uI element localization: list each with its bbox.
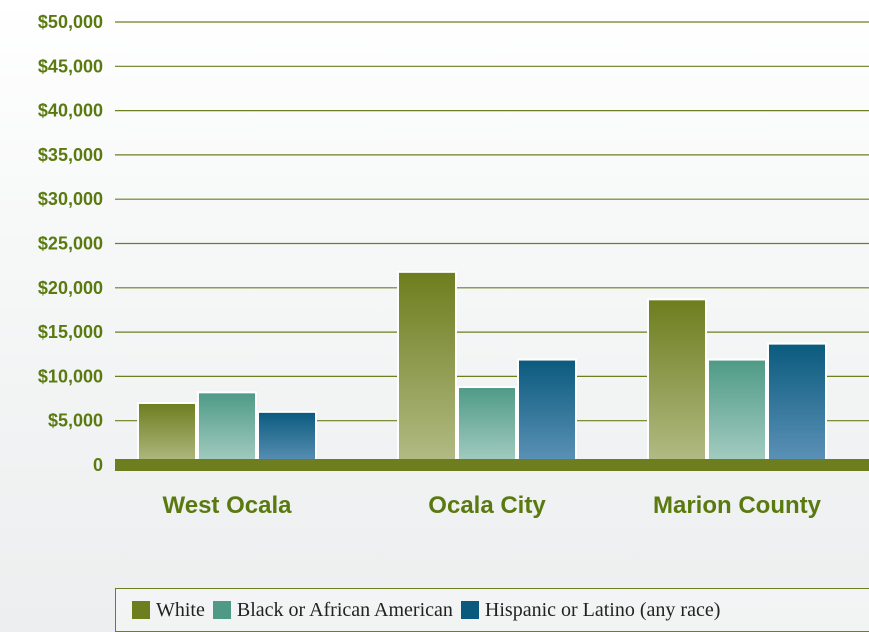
bar — [137, 401, 197, 467]
y-tick-label: $35,000 — [38, 145, 103, 165]
legend-label-white: White — [156, 598, 205, 621]
legend-item-hispanic: Hispanic or Latino (any race) — [460, 598, 721, 622]
bar — [257, 410, 317, 466]
legend-swatch-black — [212, 601, 231, 619]
x-axis-baseline — [115, 459, 869, 471]
legend-item-white: White — [132, 599, 205, 622]
x-axis-category-labels: West Ocala Ocala City Marion County — [163, 492, 822, 519]
legend: White Black or African American Hispanic… — [115, 588, 869, 632]
legend-label-hispanic: Hispanic or Latino (any race) — [484, 598, 721, 621]
bar — [397, 270, 457, 466]
y-tick-label: $25,000 — [38, 234, 103, 254]
bars — [137, 270, 827, 467]
baseline-bar — [115, 459, 869, 471]
y-tick-label: $40,000 — [38, 101, 103, 121]
y-tick-label: $20,000 — [38, 278, 103, 298]
y-tick-label: $15,000 — [38, 322, 103, 342]
legend-label-black: Black or African American — [236, 598, 453, 621]
bar — [767, 342, 827, 467]
x-category-label: Ocala City — [428, 492, 546, 519]
y-tick-label: $5,000 — [48, 411, 103, 431]
y-tick-label: $45,000 — [38, 56, 103, 76]
y-tick-label: $30,000 — [38, 189, 103, 209]
y-tick-label: 0 — [93, 455, 103, 475]
y-tick-label: $50,000 — [38, 12, 103, 32]
legend-swatch-white — [132, 601, 150, 619]
gridlines — [115, 21, 869, 422]
bar — [647, 298, 707, 466]
bar — [457, 386, 517, 467]
y-tick-label: $10,000 — [38, 366, 103, 386]
bar — [197, 391, 257, 466]
x-category-label: Marion County — [653, 492, 822, 519]
legend-item-black: Black or African American — [212, 598, 453, 622]
bar — [707, 358, 767, 467]
bar — [517, 358, 577, 467]
legend-swatch-hispanic — [460, 601, 479, 619]
x-category-label: West Ocala — [163, 492, 293, 519]
y-axis-tick-labels: 0 $5,000 $10,000 $15,000 $20,000 $25,000 $30,0… — [38, 12, 103, 475]
